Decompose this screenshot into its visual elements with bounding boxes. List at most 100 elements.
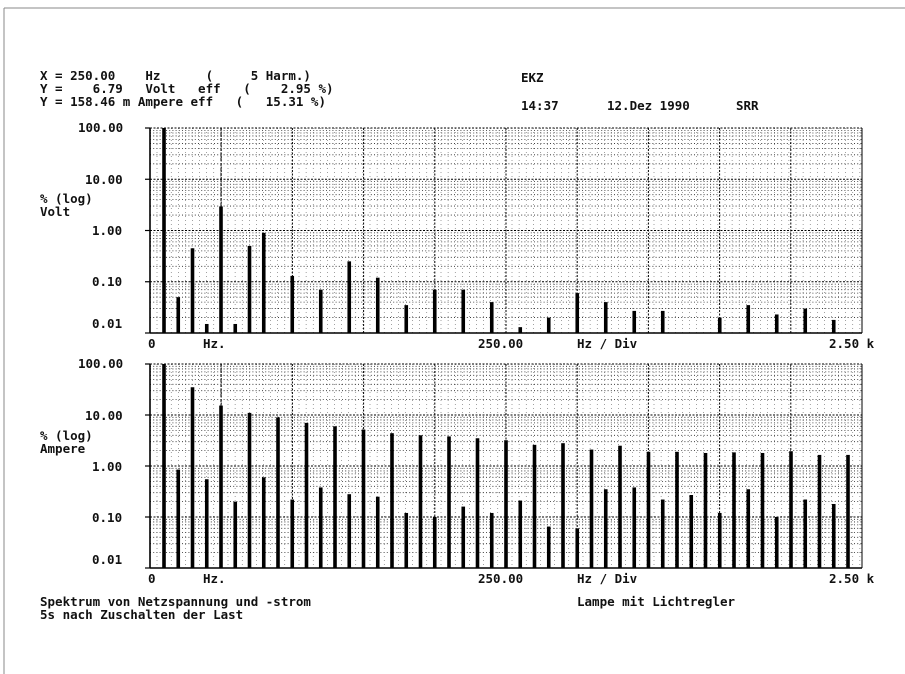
voltage-bar-h1 — [162, 128, 166, 333]
current-bar-h36 — [660, 499, 665, 568]
header-time: 14:37 — [521, 98, 559, 113]
header-line-x: X = 250.00 Hz ( 5 Harm.) — [40, 68, 311, 83]
current-bar-h44 — [774, 517, 779, 568]
header-line-y-volt: Y = 6.79 Volt eff ( 2.95 %) — [40, 81, 334, 96]
current-bar-h23 — [475, 438, 480, 568]
header-date: 12.Dez 1990 — [607, 98, 690, 113]
current-bar-h25 — [504, 440, 508, 568]
voltage-bar-h44 — [774, 314, 779, 333]
current-bar-h10 — [290, 499, 295, 568]
current-bar-h16 — [375, 496, 380, 568]
current-bar-h42 — [746, 489, 751, 568]
voltage-spectrum-plot — [145, 127, 863, 334]
bottom-ytick-1: 1.00 — [92, 459, 123, 474]
bottom-ytick-0.1: 0.10 — [92, 510, 123, 525]
voltage-bar-h7 — [247, 245, 252, 333]
current-bar-h26 — [518, 500, 523, 568]
bottom-xtick-mid: 250.00 — [478, 571, 524, 586]
current-bar-h29 — [561, 443, 565, 568]
current-bar-h32 — [603, 489, 608, 568]
voltage-bar-h16 — [375, 277, 380, 333]
top-ylabel: % (log) — [40, 191, 93, 206]
voltage-bar-h36 — [660, 310, 665, 333]
voltage-bar-h26 — [518, 327, 523, 333]
current-bar-h43 — [760, 452, 765, 568]
top-ytick-100: 100.00 — [78, 120, 124, 135]
voltage-bar-h10 — [290, 275, 295, 333]
voltage-bar-h12 — [318, 289, 323, 333]
bottom-ytick-10: 10.00 — [85, 408, 123, 423]
top-ylabel-unit: Volt — [40, 204, 71, 219]
voltage-bar-h18 — [404, 305, 409, 333]
current-bar-h9 — [276, 417, 280, 568]
voltage-bar-h2 — [176, 297, 181, 333]
current-bar-h2 — [176, 469, 181, 568]
voltage-bars — [162, 128, 836, 333]
current-bar-h38 — [689, 495, 694, 568]
voltage-bar-h22 — [461, 289, 466, 333]
current-bar-h28 — [546, 526, 551, 568]
voltage-bar-h24 — [489, 302, 494, 333]
top-ytick-0.01: 0.01 — [92, 316, 123, 331]
voltage-grid — [150, 127, 862, 334]
bottom-x-div: Hz / Div — [577, 571, 638, 586]
voltage-bar-h3 — [190, 248, 195, 333]
bottom-xtick-0: 0 — [148, 571, 156, 586]
current-bar-h17 — [390, 433, 394, 568]
current-bar-h24 — [489, 512, 494, 568]
current-bar-h12 — [318, 487, 323, 568]
current-bar-h4 — [204, 479, 209, 568]
current-bar-h19 — [418, 435, 423, 568]
current-bar-h37 — [675, 451, 679, 568]
bottom-xtick-end: 2.50 k — [829, 571, 875, 586]
current-bar-h11 — [304, 422, 309, 568]
current-bar-h18 — [404, 512, 409, 568]
header-initials: SRR — [736, 98, 759, 113]
top-xtick-end: 2.50 k — [829, 336, 875, 351]
voltage-bar-h34 — [632, 310, 637, 333]
current-bar-h22 — [461, 506, 466, 568]
current-bar-h34 — [632, 487, 637, 568]
voltage-bar-h30 — [575, 293, 580, 333]
top-xtick-0: 0 — [148, 336, 156, 351]
top-x-div: Hz / Div — [577, 336, 638, 351]
current-bar-h35 — [646, 451, 651, 568]
footer-caption-line1: Spektrum von Netzspannung und -strom — [40, 594, 311, 609]
current-bar-h41 — [732, 452, 736, 568]
bottom-ytick-0.01: 0.01 — [92, 552, 123, 567]
voltage-bar-h4 — [204, 323, 209, 333]
voltage-bar-h42 — [746, 305, 751, 333]
voltage-bar-h48 — [831, 319, 836, 333]
bottom-ylabel: % (log) — [40, 428, 93, 443]
current-bar-h47 — [817, 454, 822, 568]
current-bar-h27 — [532, 444, 537, 568]
bottom-ylabel-unit: Ampere — [40, 441, 86, 456]
voltage-bar-h32 — [603, 302, 608, 333]
top-ytick-0.1: 0.10 — [92, 274, 123, 289]
voltage-bar-h20 — [432, 289, 437, 333]
current-bar-h8 — [261, 477, 266, 568]
current-bar-h39 — [703, 452, 708, 568]
voltage-bar-h40 — [717, 317, 722, 333]
current-bar-h33 — [618, 445, 622, 568]
current-bar-h31 — [589, 449, 594, 568]
current-bar-h3 — [190, 387, 195, 568]
footer-caption-right: Lampe mit Lichtregler — [577, 594, 736, 609]
bottom-ytick-100: 100.00 — [78, 356, 124, 371]
current-bar-h14 — [347, 494, 352, 568]
top-ytick-10: 10.00 — [85, 172, 123, 187]
current-bar-h13 — [333, 426, 337, 568]
header-line-y-ampere: Y = 158.46 m Ampere eff ( 15.31 %) — [40, 94, 326, 109]
voltage-bar-h46 — [803, 308, 808, 333]
current-bar-h5 — [219, 405, 223, 568]
bottom-x-unit: Hz. — [203, 571, 226, 586]
header-title: EKZ — [521, 70, 544, 85]
current-bar-h46 — [803, 499, 808, 568]
current-bar-h15 — [361, 429, 366, 568]
voltage-bar-h28 — [546, 317, 551, 333]
current-bar-h49 — [846, 454, 850, 568]
current-bar-h20 — [432, 517, 437, 568]
current-bars — [162, 364, 850, 568]
current-bar-h45 — [789, 451, 793, 568]
